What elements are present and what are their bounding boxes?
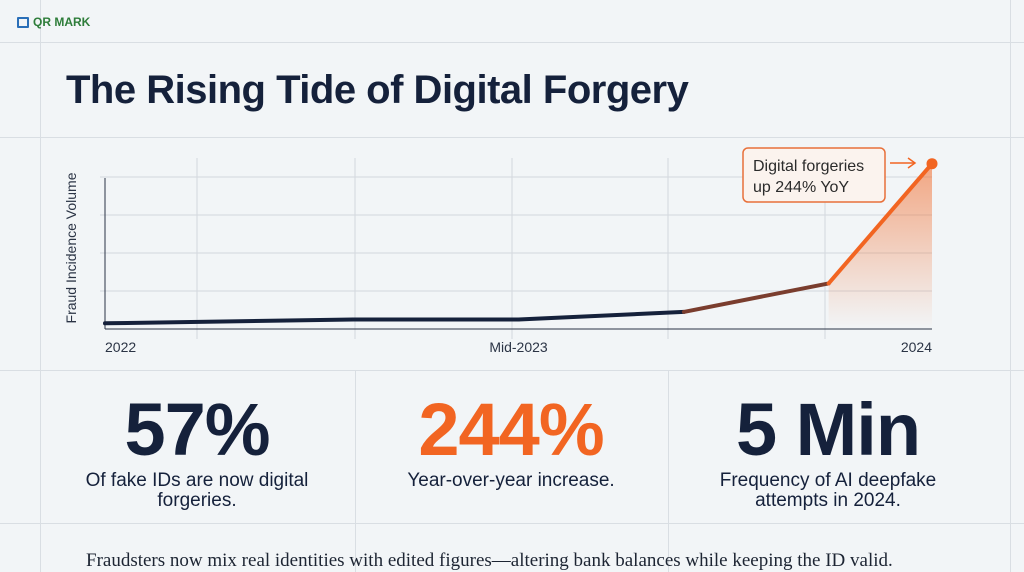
data-point-peak [926,158,938,170]
area-fill [828,163,932,329]
line-chart: 2022 Mid-2023 2024 Fraud Incidence Volume … [63,147,938,355]
stat-value: 57% [124,388,270,471]
annotation-box [742,147,886,203]
stat-value: 5 Min [735,388,921,471]
stat-label: Of fake IDs are now digital [85,470,309,491]
stat-label: forgeries. [157,490,237,511]
stat-divider [668,370,669,572]
series-line-segment [103,317,356,326]
x-tick-label: Mid-2023 [489,339,548,355]
series-line-segment [681,281,831,314]
stat-label: attempts in 2024. [755,490,901,511]
logo-text: QR MARK [33,15,91,29]
stat-yoy-increase: 244% Year-over-year increase. [361,388,661,492]
x-tick-label: 2022 [105,339,136,355]
y-axis-label: Fraud Incidence Volume [63,172,79,323]
bg-grid-line [40,0,41,572]
annotation-line1: Digital forgeries [753,158,864,175]
arrow-head-icon [907,157,917,169]
series-line-segment [516,309,686,322]
annotation: Digital forgeries up 244% YoY [742,147,917,203]
bg-grid-line [0,137,1024,138]
bg-grid-line [0,523,1024,524]
stat-value: 244% [418,388,604,471]
stat-label: Frequency of AI deepfake [719,470,937,491]
series-line-segment [826,161,934,286]
qr-mark-icon [17,16,29,28]
annotation-line2: up 244% YoY [753,179,849,196]
bg-grid-line [1010,0,1011,572]
logo: QR MARK [17,15,90,29]
page-title: The Rising Tide of Digital Forgery [66,68,689,112]
stat-divider [355,370,356,572]
bg-grid-line [0,42,1024,43]
stat-digital-forgeries: 57% Of fake IDs are now digital forgerie… [47,388,347,512]
x-tick-label: 2024 [901,339,932,355]
bg-grid-line [0,370,1024,371]
stat-label: Year-over-year increase. [407,470,615,491]
footer-text: Fraudsters now mix real identities with … [86,550,893,571]
stat-deepfake-frequency: 5 Min Frequency of AI deepfake attempts … [678,388,978,512]
